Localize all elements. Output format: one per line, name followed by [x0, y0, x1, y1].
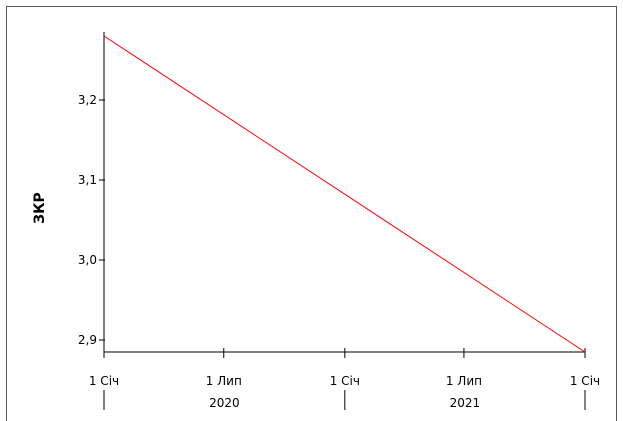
y-tick-label: 3,1 — [78, 173, 97, 187]
x-year-label: 2021 — [450, 396, 481, 410]
y-ticks: 2,9 3,0 3,1 3,2 — [78, 93, 105, 347]
x-tick-label: 1 Лип — [206, 374, 242, 388]
x-ticks: 1 Січ 1 Лип 1 Січ 1 Лип 1 Січ 2020 2021 — [89, 348, 600, 410]
y-tick-label: 3,2 — [78, 93, 97, 107]
series-group — [103, 35, 586, 353]
y-axis-title: ЗКР — [32, 192, 48, 224]
y-tick-label: 2,9 — [78, 333, 97, 347]
x-tick-label: 1 Січ — [89, 374, 119, 388]
x-year-label: 2020 — [209, 396, 240, 410]
x-tick-label: 1 Січ — [570, 374, 600, 388]
chart-frame — [6, 6, 617, 421]
x-tick-label: 1 Лип — [446, 374, 482, 388]
x-tick-label: 1 Січ — [330, 374, 360, 388]
y-tick-label: 3,0 — [78, 253, 97, 267]
series-line — [103, 35, 586, 353]
